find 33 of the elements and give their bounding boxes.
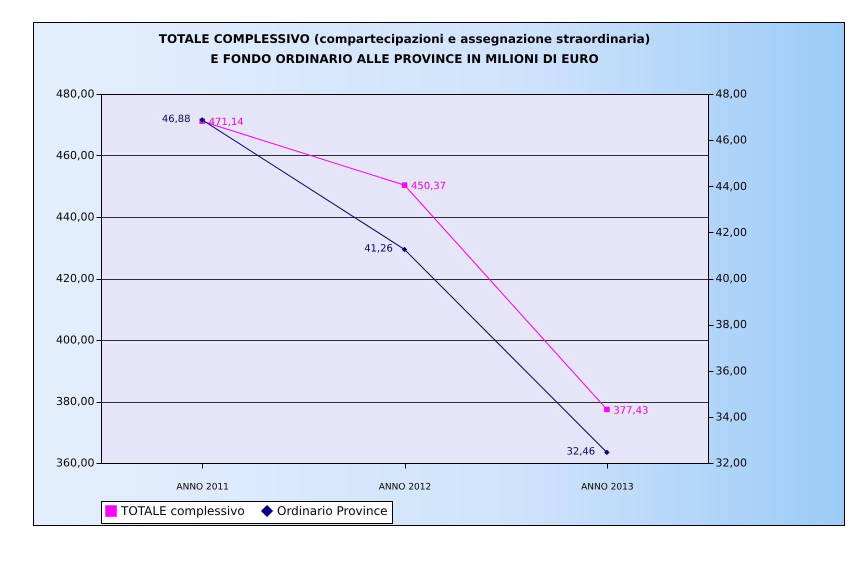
- data-label: 41,26: [364, 243, 393, 254]
- legend-label: Ordinario Province: [277, 504, 388, 518]
- text: TOTALE COMPLESSIVO (compartecipazioni e assegnazione straordinaria): [158, 32, 650, 46]
- y-tick-label: 360,00: [56, 456, 94, 470]
- point: [604, 450, 610, 456]
- y2-tick-label: 40,00: [716, 272, 747, 285]
- y2-tick-label: 44,00: [716, 180, 747, 193]
- y2-tick-label: 48,00: [716, 88, 747, 100]
- y-tick-label: 440,00: [56, 210, 94, 224]
- x-tick-label: ANNO 2011: [176, 482, 229, 492]
- y2-tick-label: 34,00: [716, 410, 747, 424]
- data-label: 32,46: [566, 446, 596, 458]
- y2-tick-label: 36,00: [716, 364, 747, 378]
- point: [604, 406, 610, 412]
- y-tick-label: 420,00: [56, 272, 94, 285]
- data-label: 450,37: [411, 181, 446, 192]
- x-tick-label: ANNO 2012: [378, 482, 432, 492]
- y2-tick-label: 32,00: [716, 456, 747, 470]
- y2-tick-label: 42,00: [716, 226, 747, 239]
- y-tick-label: 400,00: [56, 334, 94, 346]
- x-tick-label: ANNO 2013: [581, 482, 634, 492]
- legend-label: TOTALE complessivo: [120, 504, 245, 518]
- text: E FONDO ORDINARIO ALLE PROVINCE IN MILIONI DI EURO: [210, 52, 599, 66]
- y2-tick-label: 46,00: [716, 134, 747, 147]
- data-label: 46,88: [162, 114, 190, 125]
- y2-tick-label: 38,00: [716, 318, 747, 332]
- data-label: 377,43: [613, 405, 648, 416]
- y-tick-label: 380,00: [56, 395, 94, 408]
- point: [402, 246, 408, 252]
- y-tick-label: 460,00: [56, 149, 94, 162]
- data-label: 471,14: [208, 117, 244, 128]
- y-tick-label: 480,00: [56, 88, 94, 100]
- point: [402, 182, 408, 188]
